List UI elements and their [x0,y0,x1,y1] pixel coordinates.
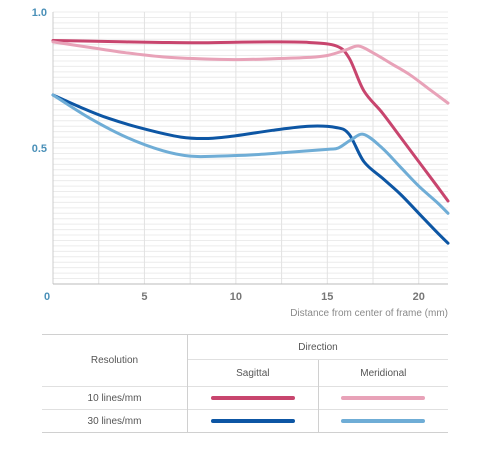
x-tick-label: 20 [413,291,425,303]
swatch-10-sagittal [210,395,295,400]
legend-row-10: 10 lines/mm [42,386,448,410]
series-line-1 [51,40,450,105]
y-tick-label: 0.5 [32,143,47,155]
legend-row-label: 30 lines/mm [42,409,188,433]
axes [52,12,448,285]
legend-table: Resolution Direction Sagittal Meridional… [42,334,448,433]
x-axis-label: Distance from center of frame (mm) [290,308,448,319]
series-line-3 [51,93,450,215]
meridional-header: Meridional [360,367,407,379]
mtf-chart: 0.5 1.0 0 5 10 15 20 Distance from center of f… [32,7,450,319]
swatch-30-sagittal [210,418,295,423]
series-line-2 [51,93,450,245]
series-line-0 [51,39,450,203]
resolution-header: Resolution [42,334,188,387]
grid [53,11,448,284]
tick-labels: 0.5 1.0 0 5 10 15 20 [32,7,425,303]
swatch-30-meridional [341,418,426,423]
x-tick-label: 15 [321,291,333,303]
y-tick-label: 1.0 [32,7,47,19]
swatch-10-meridional [341,395,426,400]
sagittal-header: Sagittal [187,359,319,387]
x-tick-label: 5 [141,291,147,303]
x-tick-label: 0 [44,291,50,303]
series-lines [51,39,450,245]
direction-header: Direction [187,334,448,360]
legend-row-30: 30 lines/mm [42,409,448,433]
x-tick-label: 10 [230,291,242,303]
legend-row-label: 10 lines/mm [42,386,188,410]
